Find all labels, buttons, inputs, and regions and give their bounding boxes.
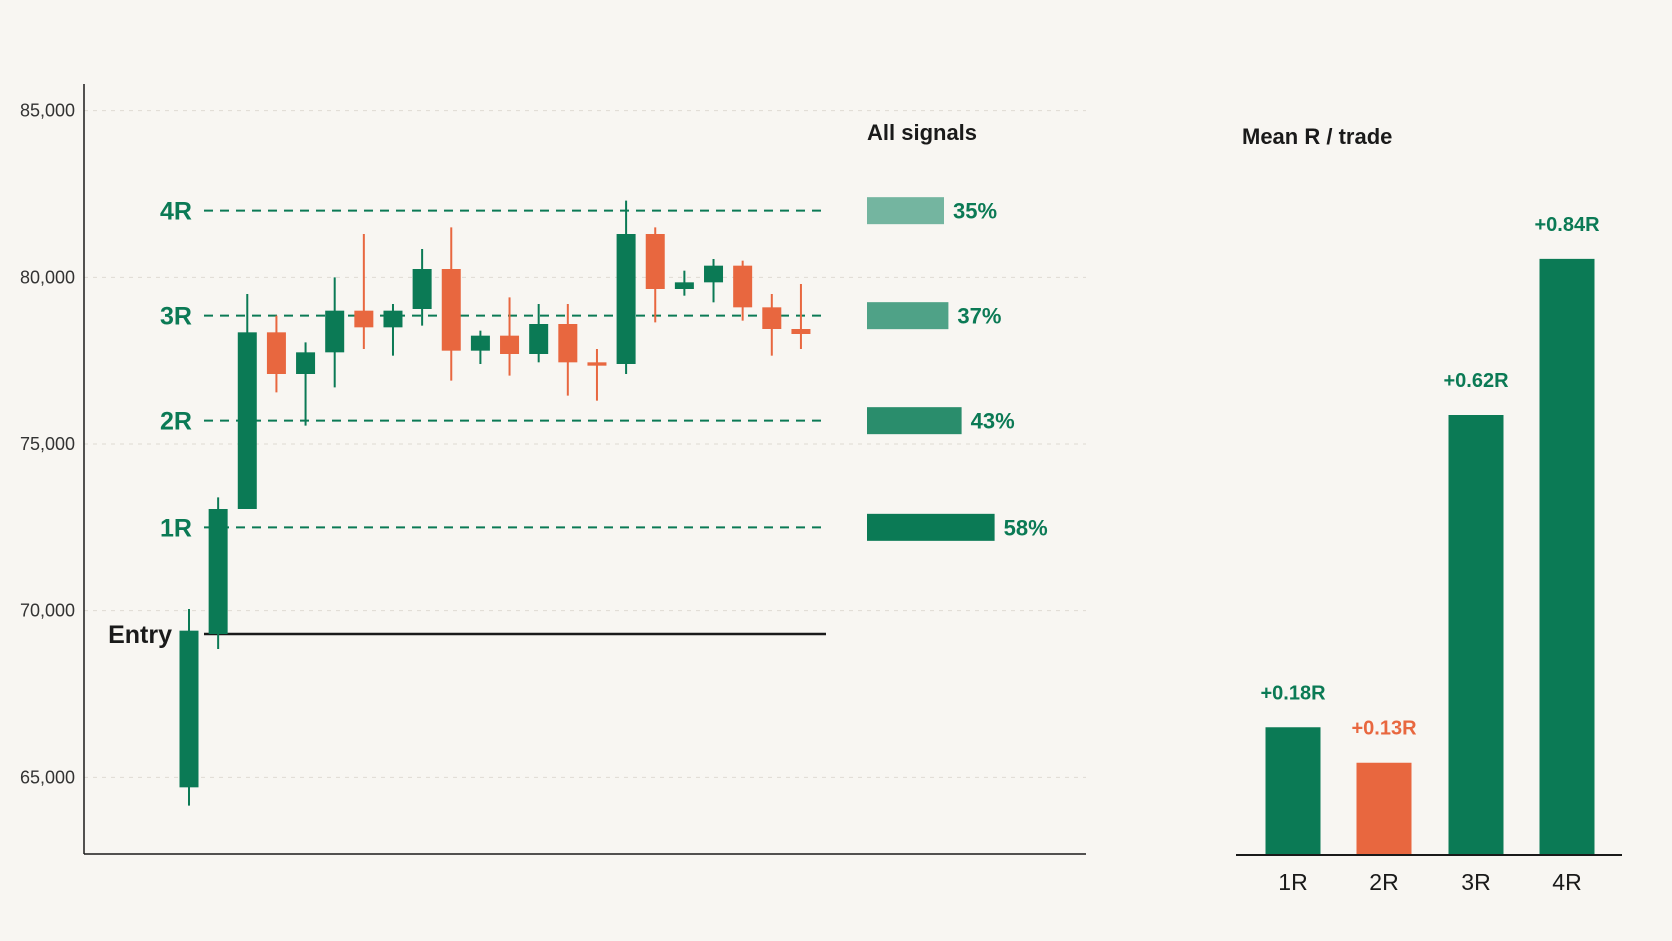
mean-r-bar	[1356, 762, 1412, 855]
y-tick-label: 70,000	[20, 601, 75, 621]
signal-bar-label: 35%	[953, 199, 997, 224]
target-level-label: 4R	[160, 198, 192, 226]
candle-body	[441, 269, 461, 351]
x-category-label: 2R	[1369, 869, 1398, 895]
candle-body	[558, 324, 578, 363]
x-category-label: 1R	[1278, 869, 1307, 895]
x-category-label: 4R	[1552, 869, 1581, 895]
candle-body	[645, 234, 665, 289]
mean-r-title: Mean R / trade	[1242, 124, 1392, 149]
candle-body	[733, 265, 753, 308]
candle-body	[179, 630, 199, 788]
all-signals-title: All signals	[867, 120, 977, 145]
candle-body	[704, 265, 724, 283]
signal-bar-label: 37%	[957, 304, 1001, 329]
entry-label: Entry	[108, 621, 172, 649]
y-tick-label: 65,000	[20, 767, 75, 787]
candle-body	[762, 307, 782, 329]
signal-bar-label: 43%	[971, 409, 1015, 434]
mean-r-bar	[1448, 415, 1504, 855]
candle-body	[412, 269, 432, 309]
candle-body	[674, 282, 694, 289]
candle-body	[354, 310, 374, 328]
signal-bar	[867, 513, 995, 541]
all-signals-panel: All signals 35% 37% 43% 58%	[867, 120, 1048, 541]
candle-body	[383, 310, 403, 328]
target-level-label: 3R	[160, 303, 192, 331]
candle-body	[296, 352, 316, 374]
candle-body	[237, 332, 257, 509]
candle-body	[208, 509, 228, 634]
candlestick-chart: 65,000 70,000 75,000 80,000 85,000 1R 2R 3R 4R En…	[20, 84, 1086, 855]
candle-body	[266, 332, 286, 374]
signal-bar	[867, 302, 949, 330]
y-tick-label: 75,000	[20, 434, 75, 454]
mean-r-bar-label: +0.18R	[1260, 682, 1326, 704]
candle-body	[325, 310, 345, 353]
candle-body	[500, 335, 520, 354]
signal-bar-label: 58%	[1004, 515, 1048, 540]
candle-body	[616, 234, 636, 364]
x-category-label: 3R	[1461, 869, 1490, 895]
candle-body	[529, 324, 549, 354]
target-level-label: 1R	[160, 514, 192, 542]
mean-r-panel: Mean R / trade +0.18R 1R +0.13R 2R +0.62R 3R +…	[1236, 124, 1622, 895]
mean-r-bar	[1265, 727, 1321, 855]
y-tick-label: 85,000	[20, 101, 75, 121]
target-level-label: 2R	[160, 408, 192, 436]
mean-r-bar-label: +0.13R	[1351, 718, 1417, 740]
mean-r-bar-label: +0.84R	[1534, 214, 1600, 236]
signal-bar	[867, 197, 944, 225]
mean-r-bar-label: +0.62R	[1443, 370, 1509, 392]
candle-body	[470, 335, 490, 351]
candle-body	[791, 329, 811, 334]
y-tick-label: 80,000	[20, 267, 75, 287]
mean-r-bar	[1539, 258, 1595, 855]
signal-bar	[867, 407, 962, 435]
candle-body	[587, 362, 607, 366]
